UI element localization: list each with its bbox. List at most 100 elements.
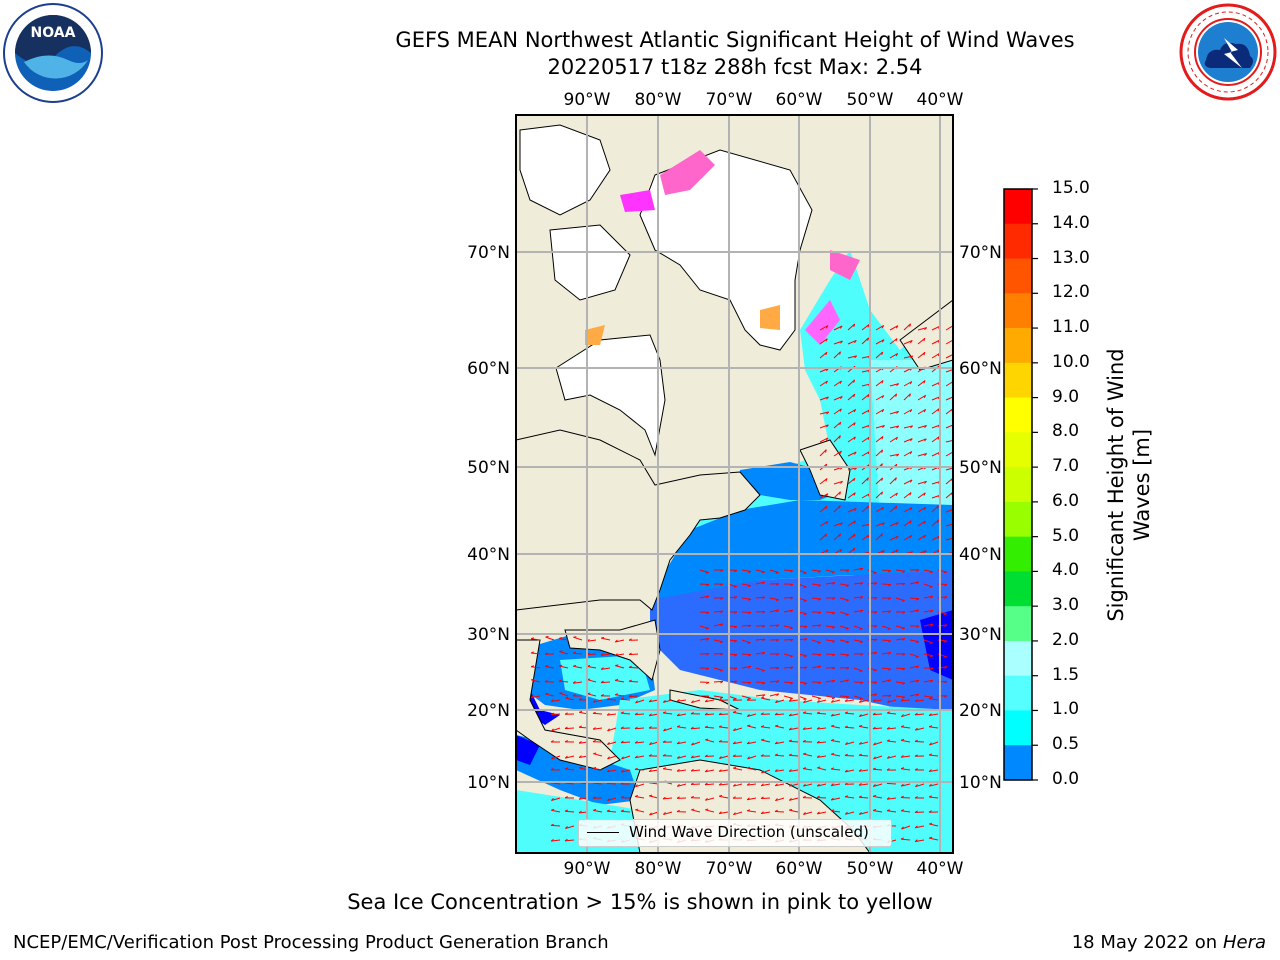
wind-wave-arrow bbox=[895, 569, 905, 572]
wind-wave-arrow bbox=[649, 811, 659, 816]
wind-wave-arrow bbox=[677, 755, 687, 759]
wind-wave-arrow bbox=[803, 811, 813, 815]
wind-wave-arrowhead bbox=[635, 784, 638, 788]
wind-wave-arrowhead bbox=[790, 666, 794, 670]
wind-wave-arrow bbox=[875, 324, 884, 331]
wind-wave-arrowhead bbox=[733, 812, 736, 816]
wind-wave-arrowhead bbox=[923, 352, 926, 356]
wind-wave-arrowhead bbox=[888, 584, 892, 587]
wind-wave-arrow bbox=[551, 809, 561, 813]
wind-wave-arrow bbox=[775, 769, 785, 772]
colorbar-label: 7.0 bbox=[1052, 456, 1080, 477]
wind-wave-arrow bbox=[634, 727, 645, 730]
wind-wave-arrowhead bbox=[774, 753, 779, 756]
wind-wave-arrow bbox=[601, 637, 611, 641]
wind-wave-arrowhead bbox=[662, 767, 667, 770]
wind-wave-arrow bbox=[699, 595, 709, 599]
sea-ice-note: Sea Ice Concentration > 15% is shown in … bbox=[347, 890, 933, 914]
colorbar-title-line1: Significant Height of Wind bbox=[1104, 348, 1128, 622]
wind-wave-arrow bbox=[839, 653, 849, 656]
wind-wave-arrow bbox=[859, 699, 869, 703]
wind-wave-arrow bbox=[861, 505, 869, 513]
wind-wave-arrowhead bbox=[840, 396, 843, 400]
wind-wave-arrow bbox=[811, 653, 822, 656]
legend-line-swatch bbox=[587, 832, 619, 833]
wind-wave-arrowhead bbox=[844, 782, 848, 785]
wind-wave-arrow bbox=[929, 741, 939, 746]
wind-wave-arrowhead bbox=[888, 652, 892, 655]
wind-wave-arrow bbox=[889, 352, 898, 359]
wind-wave-arrowhead bbox=[776, 693, 780, 697]
wind-wave-arrowhead bbox=[873, 742, 876, 746]
wind-wave-arrowhead bbox=[663, 812, 666, 815]
wind-wave-arrow bbox=[531, 679, 541, 683]
wind-wave-arrow bbox=[783, 666, 794, 669]
wind-wave-arrow bbox=[831, 725, 841, 729]
wind-wave-arrowhead bbox=[578, 810, 582, 814]
wind-wave-arrow bbox=[917, 394, 926, 401]
wind-wave-arrowhead bbox=[762, 682, 766, 685]
wind-wave-arrow bbox=[901, 810, 911, 813]
wind-wave-arrowhead bbox=[544, 652, 548, 655]
wind-wave-arrow bbox=[847, 355, 857, 359]
wind-wave-arrowhead bbox=[803, 613, 807, 616]
wind-wave-arrow bbox=[761, 697, 771, 701]
wind-wave-arrow bbox=[704, 755, 715, 757]
wind-wave-arrow bbox=[923, 609, 933, 613]
wind-wave-arrowhead bbox=[895, 325, 899, 329]
wind-wave-arrow bbox=[755, 667, 765, 671]
wind-wave-arrowhead bbox=[788, 769, 792, 772]
wind-wave-arrowhead bbox=[718, 698, 722, 701]
wind-wave-arrowhead bbox=[895, 549, 899, 553]
wind-wave-arrowhead bbox=[720, 597, 724, 600]
wind-wave-arrowhead bbox=[831, 571, 835, 574]
wind-wave-arrow bbox=[931, 451, 941, 457]
wind-wave-arrowhead bbox=[928, 753, 933, 756]
wind-wave-arrowhead bbox=[923, 520, 926, 524]
wind-wave-arrowhead bbox=[564, 838, 568, 842]
wind-wave-arrow bbox=[875, 351, 884, 359]
wind-wave-arrowhead bbox=[572, 694, 576, 697]
wind-wave-arrow bbox=[873, 741, 883, 746]
wind-wave-arrow bbox=[620, 712, 631, 715]
wind-wave-arrowhead bbox=[789, 697, 793, 700]
wind-wave-arrow bbox=[847, 323, 856, 331]
wind-wave-arrowhead bbox=[844, 795, 849, 798]
wind-wave-arrowhead bbox=[620, 740, 624, 744]
wind-wave-arrow bbox=[889, 410, 899, 415]
colorbar-label: 9.0 bbox=[1052, 386, 1080, 407]
wind-wave-arrowhead bbox=[881, 351, 884, 355]
wind-wave-arrowhead bbox=[854, 340, 857, 344]
wind-wave-arrow bbox=[889, 425, 899, 429]
wind-wave-arrow bbox=[923, 695, 933, 698]
wind-wave-arrowhead bbox=[825, 478, 828, 482]
wind-wave-arrow bbox=[873, 810, 883, 813]
noaa-logo: NOAA bbox=[3, 3, 103, 103]
wind-wave-arrow bbox=[845, 699, 855, 702]
wind-wave-arrowhead bbox=[916, 581, 920, 585]
wind-wave-arrowhead bbox=[628, 694, 632, 698]
wind-wave-arrow bbox=[875, 522, 885, 527]
wind-wave-arrow bbox=[847, 492, 856, 499]
wind-wave-arrow bbox=[853, 667, 863, 672]
wind-wave-arrowhead bbox=[704, 754, 708, 757]
wind-wave-arrowhead bbox=[944, 680, 948, 684]
wind-wave-arrowhead bbox=[719, 696, 724, 699]
wind-wave-arrow bbox=[887, 699, 897, 703]
wind-wave-arrow bbox=[903, 520, 912, 527]
wind-wave-arrowhead bbox=[881, 339, 885, 343]
wind-wave-arrow bbox=[677, 726, 687, 729]
wind-wave-arrow bbox=[909, 679, 919, 683]
wind-wave-arrowhead bbox=[867, 324, 870, 328]
wind-wave-arrowhead bbox=[873, 669, 877, 672]
wind-wave-arrowhead bbox=[881, 533, 883, 537]
wind-wave-arrowhead bbox=[732, 711, 737, 713]
lat-tick-left: 70°N bbox=[467, 243, 510, 263]
wind-wave-arrow bbox=[915, 839, 925, 843]
wind-wave-arrowhead bbox=[559, 692, 563, 694]
wind-wave-arrow bbox=[853, 582, 863, 585]
wind-wave-arrowhead bbox=[902, 583, 906, 586]
wind-wave-arrowhead bbox=[620, 726, 624, 729]
lat-tick-left: 30°N bbox=[467, 625, 510, 645]
wind-wave-arrow bbox=[929, 698, 939, 701]
